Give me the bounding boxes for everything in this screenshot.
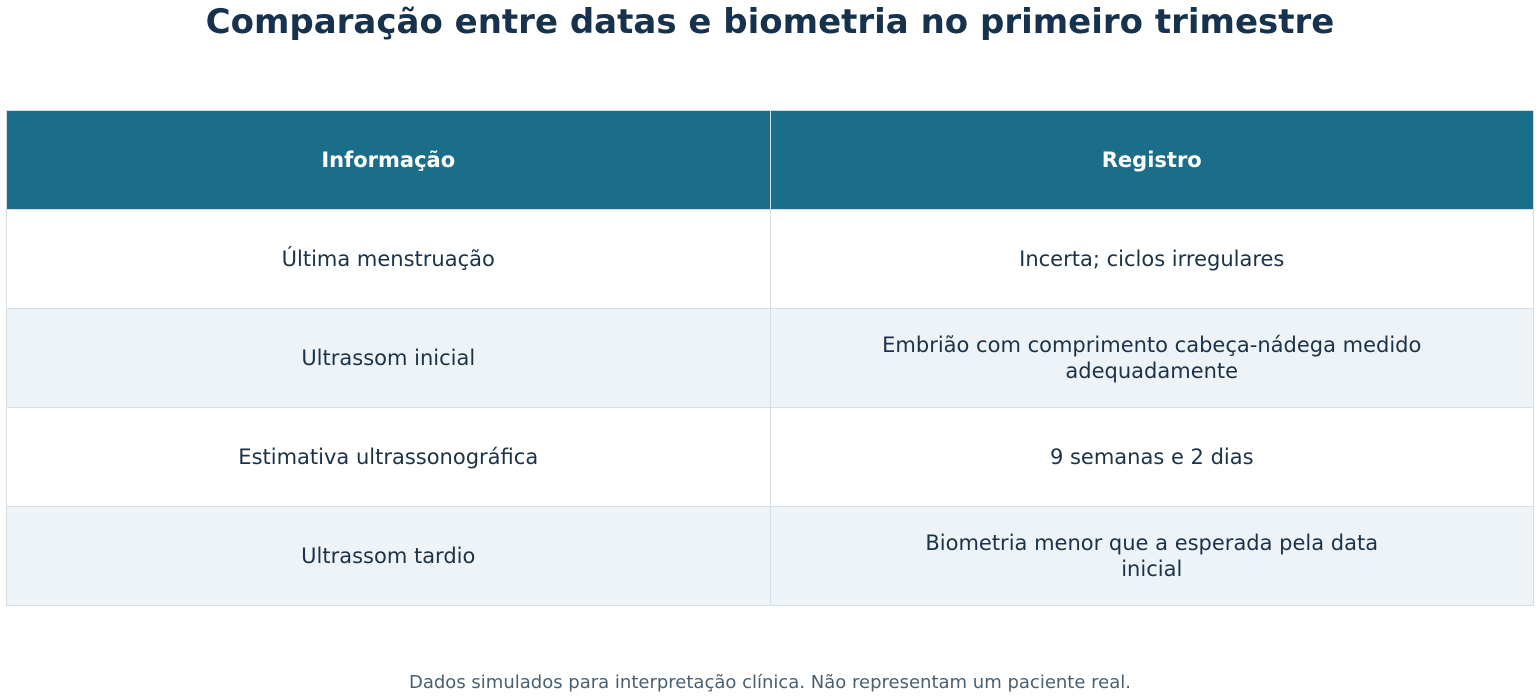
table-cell: Ultrassom tardio: [6, 506, 771, 606]
table-cell: 9 semanas e 2 dias: [769, 407, 1534, 507]
header-cell: Registro: [769, 110, 1534, 210]
table-cell: Ultrassom inicial: [6, 308, 771, 408]
table-cell: Biometria menor que a esperada pela data…: [769, 506, 1534, 606]
table: Informação Registro Última menstruação Inc…: [6, 110, 1534, 606]
table-cell: Incerta; ciclos irregulares: [769, 209, 1534, 309]
table-cell: Embrião com comprimento cabeça-nádega me…: [769, 308, 1534, 408]
header-cell: Informação: [6, 110, 771, 210]
table-row: Estimativa ultrassonográfica 9 semanas e …: [6, 407, 1534, 507]
header-row: Informação Registro: [6, 110, 1534, 210]
table-body: Última menstruação Incerta; ciclos irregu…: [6, 209, 1534, 606]
table-cell: Última menstruação: [6, 209, 771, 309]
footnote: Dados simulados para interpretação clíni…: [408, 672, 1131, 693]
table-cell: Estimativa ultrassonográfica: [6, 407, 771, 507]
table-header: Informação Registro: [6, 110, 1534, 210]
table-row: Ultrassom tardio Biometria menor que a es…: [6, 506, 1534, 606]
title: Comparação entre datas e biometria no pr…: [205, 2, 1335, 42]
table-row: Última menstruação Incerta; ciclos irregu…: [6, 209, 1534, 309]
table-row: Ultrassom inicial Embrião com comprimento…: [6, 308, 1534, 408]
